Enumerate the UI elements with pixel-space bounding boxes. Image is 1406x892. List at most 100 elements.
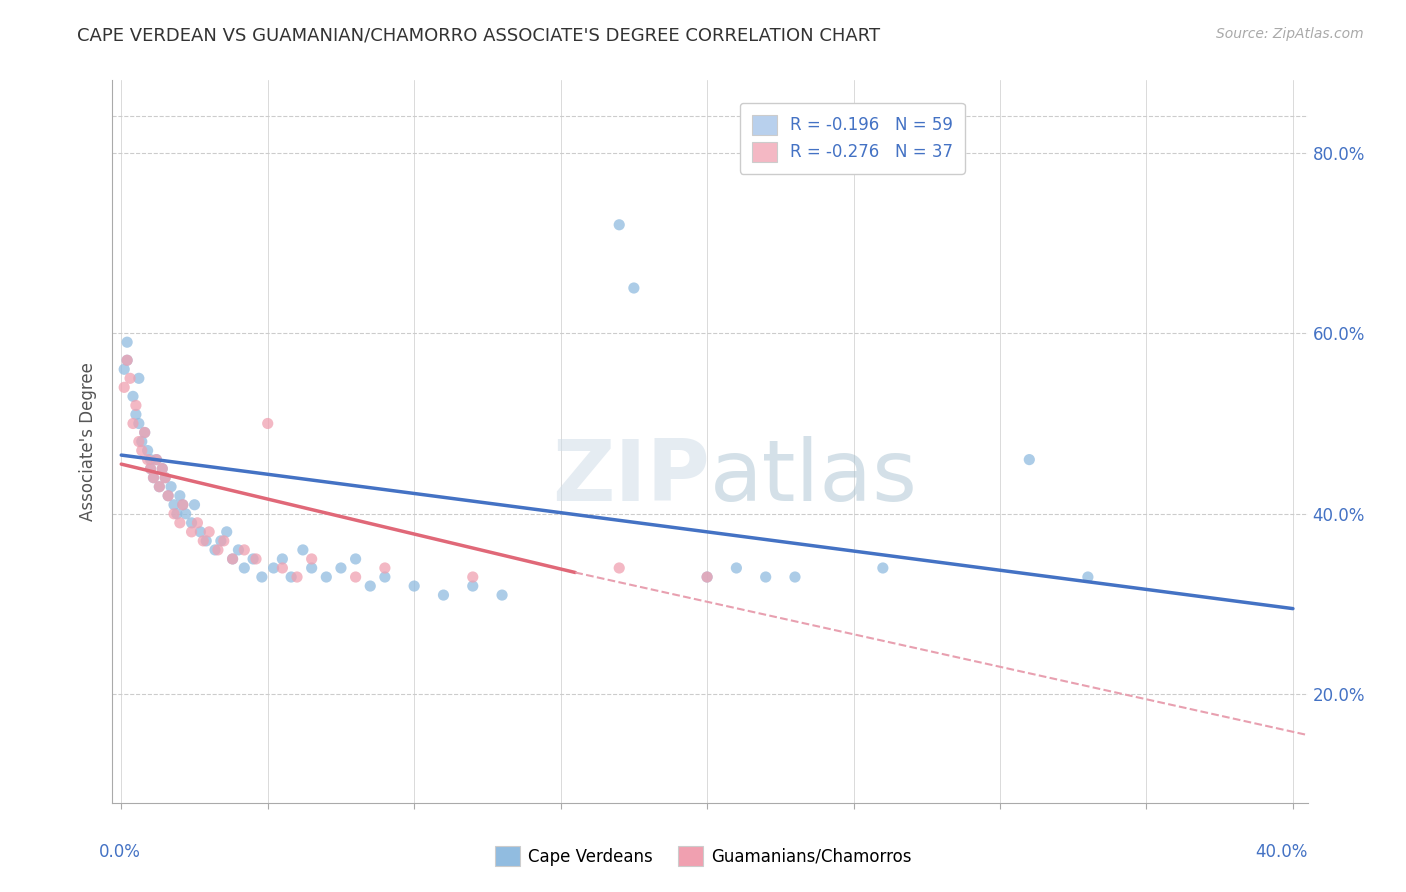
Point (128, 434, 150, 449)
Point (125, 408, 148, 422)
Point (783, 570, 806, 584)
Point (329, 561, 352, 575)
Point (115, 353, 138, 368)
Point (122, 417, 145, 431)
Point (623, 281, 645, 295)
Point (271, 552, 294, 566)
Point (755, 570, 778, 584)
Point (280, 570, 302, 584)
Point (153, 471, 177, 485)
Legend: R = -0.196   N = 59, R = -0.276   N = 37: R = -0.196 N = 59, R = -0.276 N = 37 (740, 103, 965, 174)
Point (263, 561, 285, 575)
Point (250, 570, 273, 584)
Point (180, 516, 202, 530)
Y-axis label: Associate's Degree: Associate's Degree (79, 362, 97, 521)
Point (725, 561, 748, 575)
Point (131, 434, 153, 449)
Point (166, 507, 188, 521)
Point (139, 452, 162, 467)
Point (172, 498, 194, 512)
Point (461, 579, 484, 593)
Point (145, 452, 167, 467)
Point (136, 452, 159, 467)
Point (186, 516, 208, 530)
Point (374, 561, 396, 575)
Point (1077, 570, 1099, 584)
Point (212, 533, 235, 548)
Point (374, 570, 396, 584)
Point (112, 362, 135, 376)
Text: atlas: atlas (710, 436, 918, 519)
Point (1018, 452, 1040, 467)
Point (607, 218, 630, 232)
Point (432, 588, 454, 602)
Point (221, 552, 243, 566)
Point (174, 507, 197, 521)
Point (271, 561, 294, 575)
Point (209, 533, 232, 548)
Point (344, 570, 367, 584)
Text: ZIP: ZIP (553, 436, 710, 519)
Point (233, 542, 256, 557)
Point (233, 561, 256, 575)
Point (153, 471, 177, 485)
Point (112, 380, 135, 394)
Point (696, 570, 718, 584)
Point (128, 417, 150, 431)
Point (145, 452, 167, 467)
Point (607, 561, 630, 575)
Point (128, 371, 150, 385)
Point (198, 524, 221, 539)
Point (122, 389, 145, 403)
Point (148, 480, 170, 494)
Text: Source: ZipAtlas.com: Source: ZipAtlas.com (1216, 27, 1364, 41)
Point (157, 489, 180, 503)
Point (148, 480, 170, 494)
Point (301, 561, 323, 575)
Point (315, 570, 337, 584)
Point (160, 480, 183, 494)
Text: 40.0%: 40.0% (1256, 843, 1308, 861)
Point (245, 552, 267, 566)
Point (180, 524, 202, 539)
Point (291, 542, 314, 557)
Point (142, 471, 165, 485)
Point (256, 417, 278, 431)
Point (136, 443, 159, 458)
Point (172, 498, 194, 512)
Point (188, 524, 211, 539)
Point (183, 498, 205, 512)
Point (142, 471, 165, 485)
Point (157, 489, 180, 503)
Text: 0.0%: 0.0% (98, 843, 141, 861)
Point (120, 371, 141, 385)
Point (359, 579, 381, 593)
Point (404, 579, 426, 593)
Point (139, 461, 162, 475)
Point (150, 461, 173, 475)
Point (491, 588, 513, 602)
Point (872, 561, 894, 575)
Point (134, 425, 156, 440)
Point (461, 570, 484, 584)
Point (193, 533, 215, 548)
Point (163, 498, 186, 512)
Point (696, 570, 718, 584)
Point (163, 507, 186, 521)
Point (169, 516, 191, 530)
Point (285, 570, 308, 584)
Legend: Cape Verdeans, Guamanians/Chamorros: Cape Verdeans, Guamanians/Chamorros (486, 838, 920, 875)
Point (125, 398, 148, 412)
Point (139, 461, 162, 475)
Point (344, 552, 367, 566)
Point (207, 542, 229, 557)
Point (115, 353, 138, 368)
Point (215, 524, 238, 539)
Point (221, 552, 243, 566)
Point (204, 542, 226, 557)
Point (242, 552, 264, 566)
Point (150, 461, 173, 475)
Point (228, 542, 250, 557)
Point (115, 335, 138, 350)
Point (134, 425, 156, 440)
